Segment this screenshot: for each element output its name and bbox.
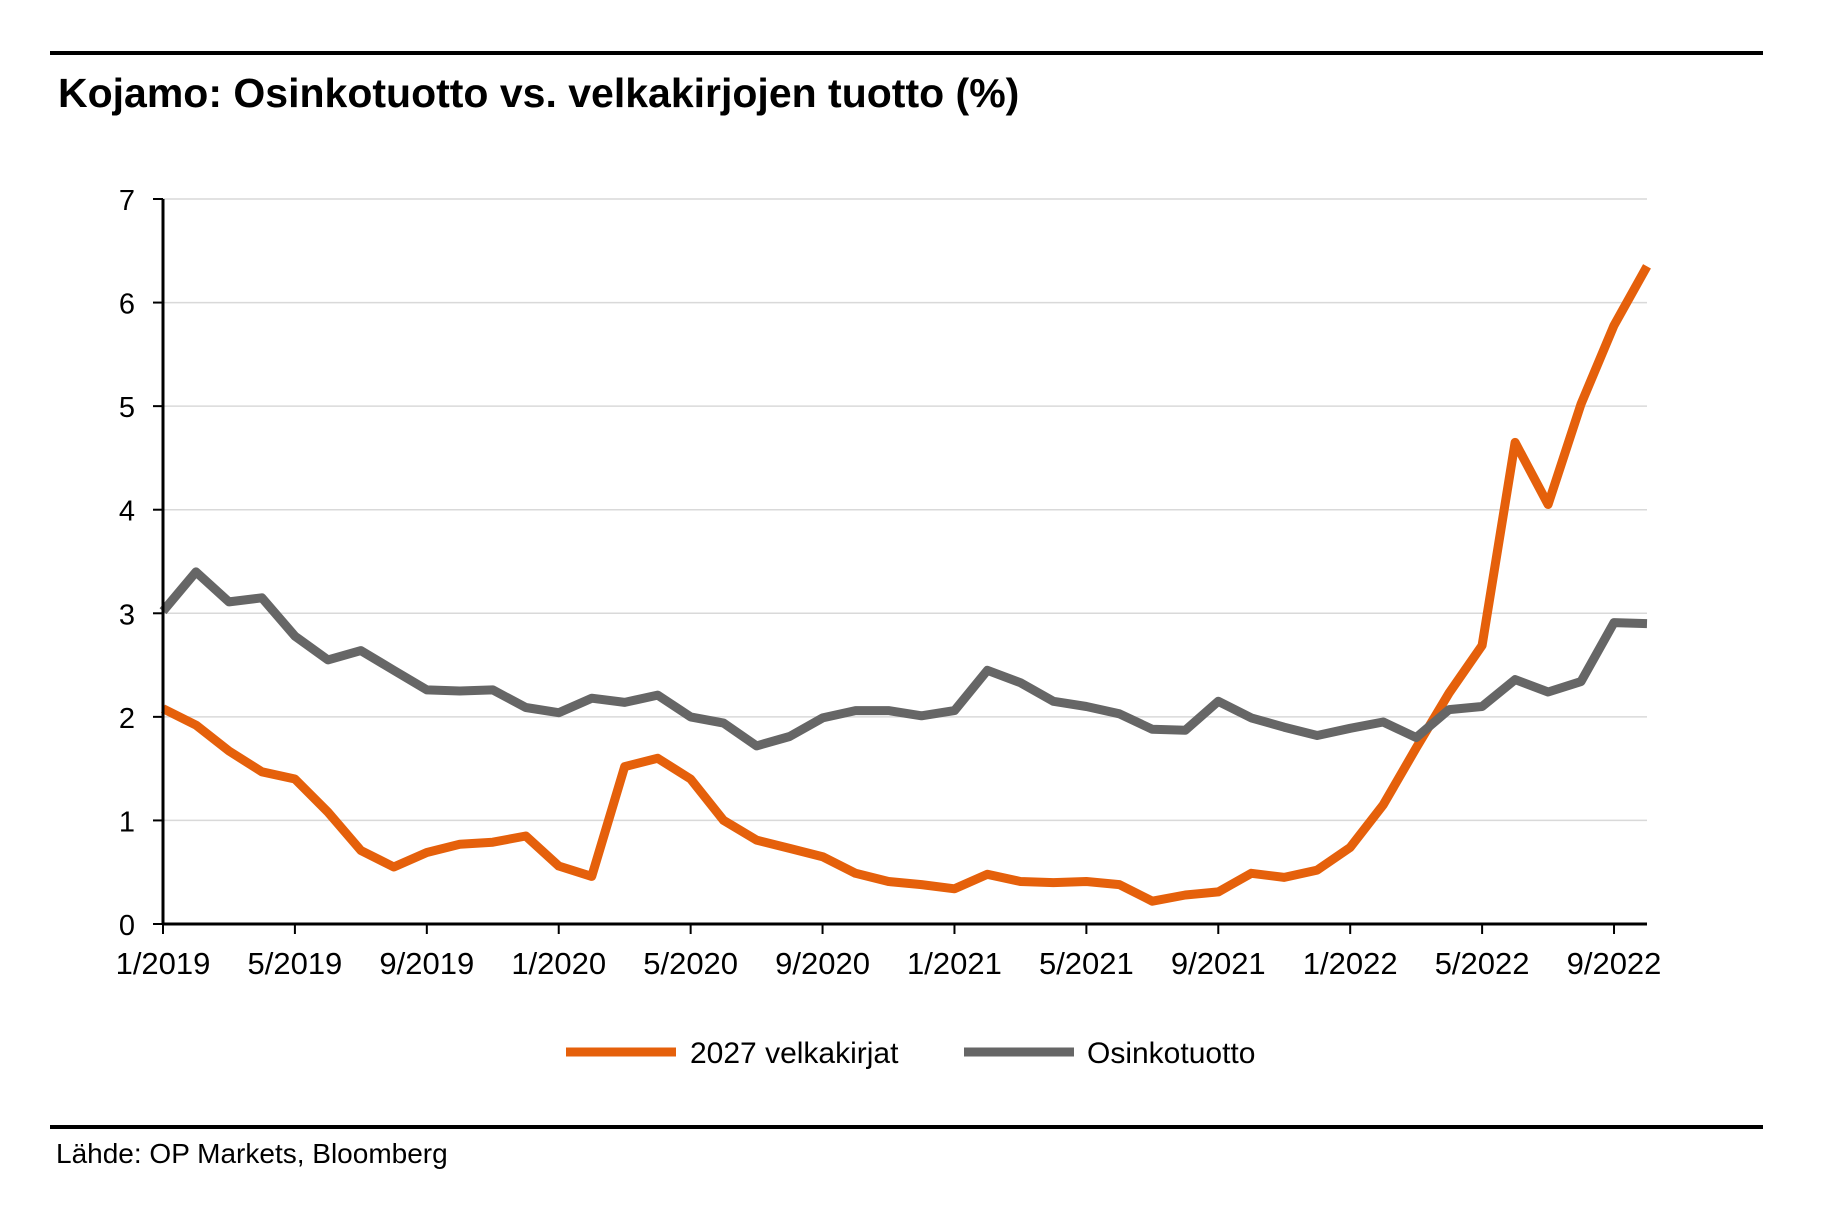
y-tick-label: 5: [119, 392, 135, 424]
legend: 2027 velkakirjat Osinkotuotto: [566, 1037, 1255, 1070]
bottom-rule: [50, 1125, 1763, 1129]
x-tick-labels: 1/2019 5/2019 9/2019 1/2020 5/2020 9/2020 1/20…: [116, 946, 1662, 981]
series-line-dividend-yield: [159, 567, 1648, 751]
x-tick-label: 9/2019: [379, 946, 474, 981]
chart-title: Kojamo: Osinkotuotto vs. velkakirjojen t…: [58, 70, 1020, 116]
y-tick-label: 4: [119, 496, 135, 528]
y-tick-labels: 0 1 2 3 4 5 6 7: [119, 185, 135, 942]
series-lines: [159, 264, 1651, 906]
y-tick-label: 3: [119, 599, 135, 631]
x-tick-label: 1/2022: [1303, 946, 1398, 981]
x-tick-label: 5/2020: [643, 946, 738, 981]
source-note: Lähde: OP Markets, Bloomberg: [56, 1138, 448, 1169]
x-tick-label: 9/2020: [775, 946, 870, 981]
y-tick-label: 2: [119, 703, 135, 735]
y-tick-label: 7: [119, 185, 135, 217]
x-tick-label: 1/2019: [116, 946, 211, 981]
x-tick-label: 5/2021: [1039, 946, 1134, 981]
axes: [153, 198, 1647, 934]
gridlines: [163, 198, 1647, 822]
top-rule: [50, 51, 1763, 55]
x-tick-label: 5/2022: [1435, 946, 1530, 981]
x-tick-label: 1/2021: [907, 946, 1002, 981]
y-tick-label: 0: [119, 910, 135, 942]
x-tick-label: 5/2019: [247, 946, 342, 981]
x-tick-label: 9/2021: [1171, 946, 1266, 981]
y-tick-label: 6: [119, 289, 135, 321]
x-tick-label: 1/2020: [511, 946, 606, 981]
series-line-bond-yield: [160, 264, 1651, 906]
legend-label: 2027 velkakirjat: [690, 1037, 899, 1070]
y-tick-label: 1: [119, 806, 135, 838]
legend-label: Osinkotuotto: [1087, 1037, 1255, 1070]
x-tick-label: 9/2022: [1567, 946, 1662, 981]
